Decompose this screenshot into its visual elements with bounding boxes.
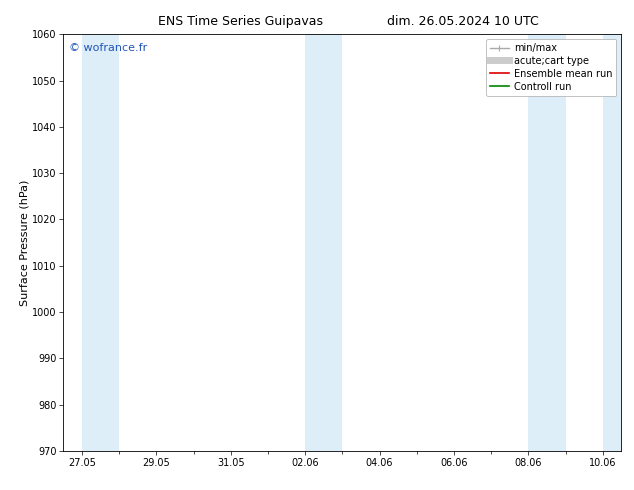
Bar: [528, 34, 566, 451]
Bar: [82, 34, 119, 451]
Y-axis label: Surface Pressure (hPa): Surface Pressure (hPa): [19, 179, 29, 306]
Text: ENS Time Series Guipavas: ENS Time Series Guipavas: [158, 15, 323, 28]
Text: © wofrance.fr: © wofrance.fr: [69, 43, 147, 52]
Legend: min/max, acute;cart type, Ensemble mean run, Controll run: min/max, acute;cart type, Ensemble mean …: [486, 39, 616, 96]
Bar: [603, 34, 621, 451]
Text: dim. 26.05.2024 10 UTC: dim. 26.05.2024 10 UTC: [387, 15, 539, 28]
Bar: [305, 34, 342, 451]
